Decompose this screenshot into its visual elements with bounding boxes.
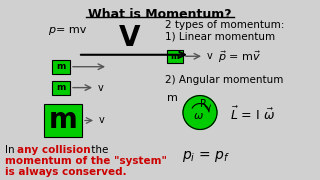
- Text: v: v: [98, 83, 104, 93]
- Text: m: m: [171, 52, 179, 61]
- Text: the: the: [88, 145, 108, 155]
- Text: momentum of the "system": momentum of the "system": [5, 156, 167, 166]
- Text: m: m: [56, 83, 66, 92]
- Circle shape: [183, 96, 217, 129]
- Text: $\vec{p}$ = m$\vec{v}$: $\vec{p}$ = m$\vec{v}$: [218, 49, 261, 64]
- Text: any collision: any collision: [17, 145, 91, 155]
- Text: v: v: [207, 51, 213, 61]
- Text: $\omega$: $\omega$: [193, 111, 204, 121]
- Text: m: m: [56, 62, 66, 71]
- Text: $p_i$ = $p_f$: $p_i$ = $p_f$: [182, 149, 230, 164]
- Text: m: m: [49, 107, 77, 134]
- FancyBboxPatch shape: [44, 103, 82, 137]
- Text: $\vec{L}$ = I $\vec{\omega}$: $\vec{L}$ = I $\vec{\omega}$: [230, 105, 275, 123]
- Text: V: V: [119, 24, 141, 52]
- FancyBboxPatch shape: [52, 60, 70, 74]
- Text: = mv: = mv: [56, 25, 86, 35]
- Text: 2) Angular momentum: 2) Angular momentum: [165, 75, 284, 85]
- Text: 1) Linear momentum: 1) Linear momentum: [165, 32, 275, 42]
- Text: is always conserved.: is always conserved.: [5, 167, 127, 177]
- Text: $p$: $p$: [48, 25, 57, 37]
- Text: m: m: [167, 93, 178, 103]
- Text: v: v: [99, 116, 105, 125]
- FancyBboxPatch shape: [167, 50, 183, 63]
- Text: What is Momentum?: What is Momentum?: [88, 8, 232, 21]
- Text: In: In: [5, 145, 18, 155]
- Text: 2 types of momentum:: 2 types of momentum:: [165, 20, 284, 30]
- FancyBboxPatch shape: [52, 81, 70, 95]
- Text: R: R: [200, 99, 206, 109]
